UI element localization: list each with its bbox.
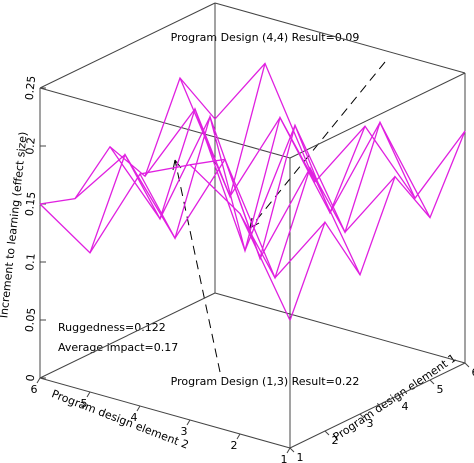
- x-tick-label: 1: [297, 451, 304, 463]
- z-tick-label: 0.25: [23, 75, 38, 101]
- x-tick-label: 5: [437, 383, 444, 396]
- annotation: Ruggedness=0.122: [58, 321, 166, 334]
- x-tick: [429, 379, 435, 385]
- surface-line: [289, 130, 466, 321]
- y-tick: [136, 405, 141, 412]
- box-edge: [39, 377, 291, 449]
- box-edge: [214, 292, 466, 364]
- annotation: Program Design (4,4) Result=0.09: [171, 31, 360, 44]
- x-tick-label: 3: [367, 417, 374, 430]
- z-tick-label: 0.2: [23, 137, 38, 156]
- z-tick-label: 0.05: [23, 307, 38, 333]
- box-edge: [289, 72, 466, 159]
- surface-line: [139, 114, 316, 254]
- x-tick: [464, 362, 470, 368]
- surface-line: [89, 63, 266, 254]
- z-tick-label: 0.1: [23, 253, 38, 272]
- axis-label: Increment to learning (effect size): [0, 131, 30, 319]
- surface-line: [189, 123, 366, 261]
- y-tick: [86, 391, 91, 398]
- axis-label: Program design element 2: [50, 387, 191, 451]
- annotation: Average impact=0.17: [58, 341, 178, 354]
- box-edge: [214, 2, 466, 74]
- y-tick: [236, 433, 241, 440]
- box-edge: [39, 87, 291, 159]
- box-edge: [39, 2, 216, 89]
- x-tick-label: 4: [402, 400, 409, 413]
- y-tick: [186, 419, 191, 426]
- box-edge: [39, 292, 216, 379]
- arrow: [174, 159, 221, 373]
- surface-line: [214, 62, 466, 200]
- y-tick: [286, 447, 291, 454]
- x-tick-label: 2: [332, 434, 339, 447]
- y-tick-label: 1: [281, 453, 288, 463]
- annotation: Program Design (1,3) Result=0.22: [171, 375, 360, 388]
- y-tick-label: 3: [181, 425, 188, 438]
- x-tick: [394, 396, 400, 402]
- x-tick-label: 6: [472, 366, 474, 379]
- x-tick: [289, 447, 295, 453]
- y-tick-label: 2: [231, 439, 238, 452]
- x-tick: [359, 413, 365, 419]
- surface-line: [144, 107, 396, 253]
- surface-line: [74, 153, 326, 279]
- box-edge: [289, 362, 466, 449]
- surface-line: [39, 164, 291, 321]
- surface-line: [39, 76, 216, 205]
- surface-line: [239, 120, 416, 280]
- x-tick: [324, 430, 330, 436]
- y-tick-label: 4: [131, 411, 138, 424]
- y-tick-label: 5: [81, 397, 88, 410]
- y-tick-label: 6: [31, 383, 38, 396]
- y-tick: [36, 377, 41, 384]
- z-tick-label: 0: [24, 374, 38, 382]
- z-tick-label: 0.15: [23, 191, 38, 217]
